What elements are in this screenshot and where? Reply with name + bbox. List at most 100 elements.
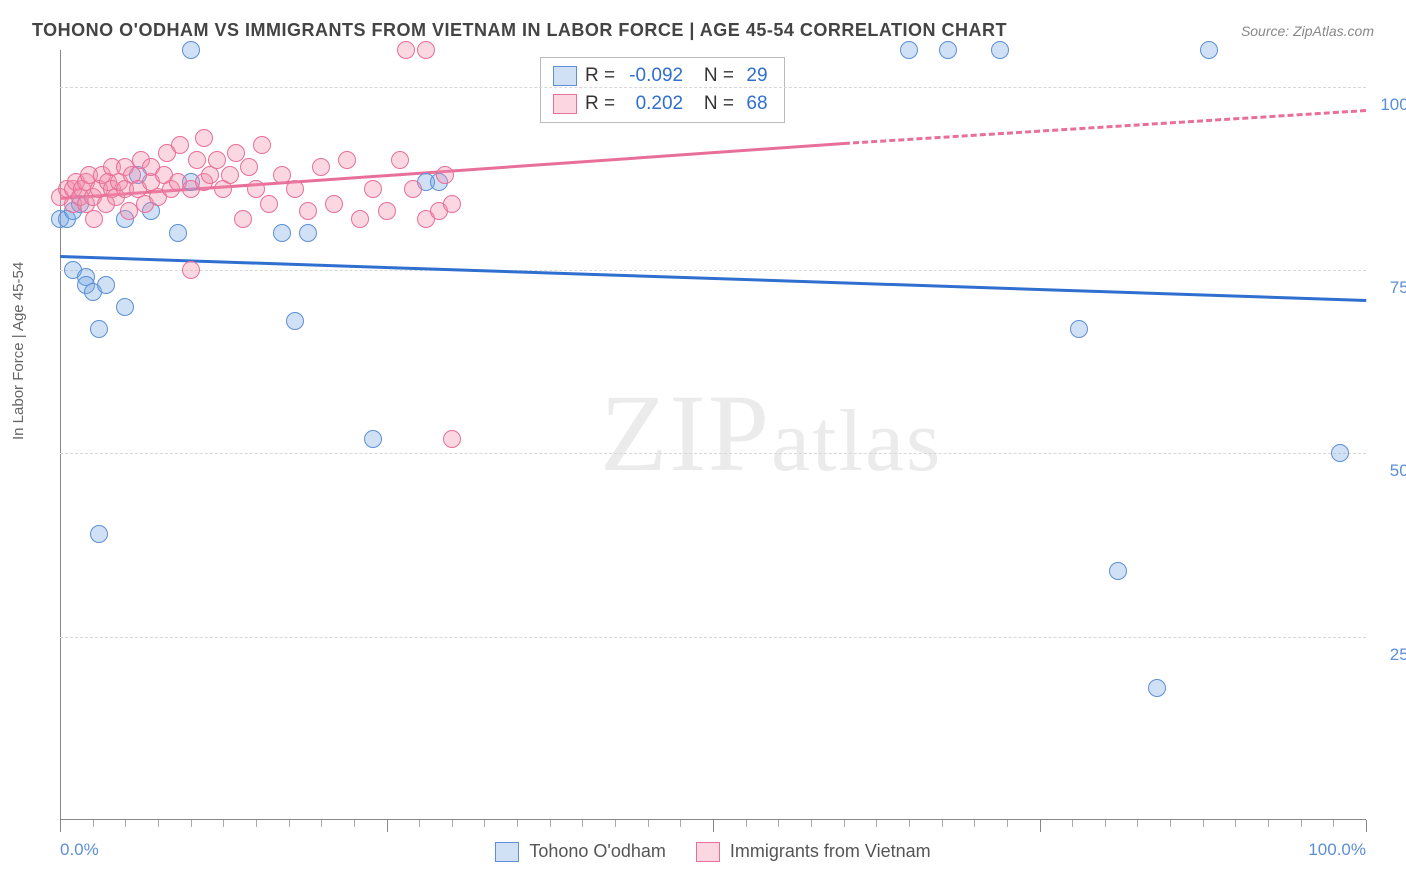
legend-row: R = 0.202 N = 68 — [553, 90, 772, 118]
data-point — [364, 180, 382, 198]
data-point — [85, 210, 103, 228]
data-point — [312, 158, 330, 176]
y-tick-label: 75.0% — [1378, 278, 1406, 298]
x-tick-minor — [615, 820, 616, 827]
x-tick-minor — [1301, 820, 1302, 827]
gridline — [60, 453, 1366, 454]
data-point — [247, 180, 265, 198]
x-tick — [387, 820, 388, 832]
y-axis-label: In Labor Force | Age 45-54 — [10, 262, 27, 440]
x-tick-minor — [354, 820, 355, 827]
x-tick-minor — [191, 820, 192, 827]
data-point — [182, 261, 200, 279]
watermark: ZIPatlas — [600, 370, 942, 497]
r-label: R = — [585, 90, 615, 118]
data-point — [417, 41, 435, 59]
chart-title: TOHONO O'ODHAM VS IMMIGRANTS FROM VIETNA… — [32, 20, 1007, 41]
data-point — [338, 151, 356, 169]
data-point — [221, 166, 239, 184]
swatch-series-2 — [696, 842, 720, 862]
y-tick-label: 50.0% — [1378, 461, 1406, 481]
x-tick-minor — [811, 820, 812, 827]
trend-line — [60, 255, 1366, 302]
correlation-legend: R = -0.092 N = 29 R = 0.202 N = 68 — [540, 57, 785, 123]
x-tick-minor — [1072, 820, 1073, 827]
data-point — [90, 320, 108, 338]
x-tick-minor — [550, 820, 551, 827]
data-point — [273, 166, 291, 184]
x-tick-minor — [452, 820, 453, 827]
data-point — [1070, 320, 1088, 338]
x-tick-minor — [1203, 820, 1204, 827]
data-point — [1148, 679, 1166, 697]
data-point — [116, 298, 134, 316]
x-tick-minor — [1268, 820, 1269, 827]
y-axis-line — [60, 50, 61, 820]
data-point — [240, 158, 258, 176]
data-point — [939, 41, 957, 59]
legend-item: Tohono O'odham — [495, 841, 666, 862]
data-point — [171, 136, 189, 154]
data-point — [253, 136, 271, 154]
x-tick — [713, 820, 714, 832]
data-point — [97, 276, 115, 294]
x-tick-minor — [844, 820, 845, 827]
x-tick-minor — [256, 820, 257, 827]
x-tick-minor — [419, 820, 420, 827]
gridline — [60, 270, 1366, 271]
data-point — [286, 312, 304, 330]
x-tick-minor — [321, 820, 322, 827]
data-point — [188, 151, 206, 169]
n-value-2: 68 — [742, 90, 772, 118]
data-point — [1331, 444, 1349, 462]
legend-label: Tohono O'odham — [529, 841, 666, 862]
y-tick-label: 25.0% — [1378, 645, 1406, 665]
swatch-series-1 — [495, 842, 519, 862]
data-point — [378, 202, 396, 220]
x-tick — [1366, 820, 1367, 832]
x-tick-minor — [484, 820, 485, 827]
x-tick-minor — [1105, 820, 1106, 827]
data-point — [299, 202, 317, 220]
x-tick-minor — [648, 820, 649, 827]
x-tick-minor — [223, 820, 224, 827]
data-point — [364, 430, 382, 448]
data-point — [404, 180, 422, 198]
x-tick-minor — [93, 820, 94, 827]
data-point — [391, 151, 409, 169]
gridline — [60, 87, 1366, 88]
data-point — [195, 129, 213, 147]
data-point — [286, 180, 304, 198]
x-tick-minor — [582, 820, 583, 827]
data-point — [900, 41, 918, 59]
swatch-series-2 — [553, 94, 577, 114]
data-point — [273, 224, 291, 242]
n-label: N = — [704, 90, 734, 118]
data-point — [991, 41, 1009, 59]
r-value-2: 0.202 — [623, 90, 683, 118]
x-tick-minor — [289, 820, 290, 827]
x-tick-minor — [942, 820, 943, 827]
x-tick-minor — [125, 820, 126, 827]
data-point — [1200, 41, 1218, 59]
data-point — [443, 430, 461, 448]
y-tick-label: 100.0% — [1378, 95, 1406, 115]
data-point — [182, 41, 200, 59]
swatch-series-1 — [553, 66, 577, 86]
x-tick-minor — [680, 820, 681, 827]
x-tick-minor — [974, 820, 975, 827]
data-point — [1109, 562, 1127, 580]
data-point — [260, 195, 278, 213]
legend-item: Immigrants from Vietnam — [696, 841, 931, 862]
x-tick-minor — [909, 820, 910, 827]
x-tick — [60, 820, 61, 832]
data-point — [299, 224, 317, 242]
x-tick-minor — [517, 820, 518, 827]
x-tick-minor — [778, 820, 779, 827]
x-tick — [1040, 820, 1041, 832]
data-point — [436, 166, 454, 184]
data-point — [325, 195, 343, 213]
data-point — [351, 210, 369, 228]
x-tick-minor — [1007, 820, 1008, 827]
x-tick-minor — [1235, 820, 1236, 827]
